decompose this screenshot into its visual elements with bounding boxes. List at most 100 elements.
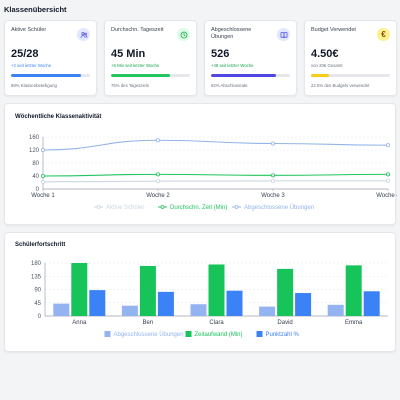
stat-change: +5 Min seit letzter Woche [111, 63, 160, 68]
progress-fill [311, 74, 329, 77]
legend-swatch [256, 331, 263, 337]
legend-swatch [185, 331, 192, 337]
stat-card-budget: Budget Verwendet € 4.50€ von 20€ Gesamt … [304, 20, 397, 96]
data-point [155, 138, 160, 143]
activity-chart-title: Wöchentliche Klassenaktivität [15, 114, 102, 120]
activity-chart-card: Wöchentliche Klassenaktivität 0 40 80 120 16… [4, 103, 397, 225]
bar [139, 265, 156, 316]
book-icon [277, 28, 290, 41]
data-point [41, 174, 46, 179]
progress-chart-card: Schülerfortschritt 0 45 90 135 180 Anna Ben Cla… [4, 232, 396, 352]
y-tick-label: 40 [32, 174, 39, 180]
data-point [385, 178, 390, 183]
x-tick-label: Woche 3 [261, 193, 285, 199]
stat-title: Aktive Schüler [11, 27, 47, 33]
data-point [270, 173, 275, 178]
progress-bar [311, 74, 390, 77]
x-tick-label: David [277, 320, 292, 326]
stat-card-avg-time: Durchschn. Tageszeit 45 Min +5 Min seit … [104, 20, 197, 96]
data-point [270, 141, 275, 146]
legend-label: Punktzahl % [266, 332, 300, 338]
x-tick-label: Clara [209, 320, 224, 326]
stat-footer: 22.5% des Budgets verwendet [311, 83, 370, 88]
data-point [155, 179, 160, 184]
progress-fill [211, 74, 276, 77]
stat-value: 45 Min [111, 48, 146, 60]
stat-value: 526 [211, 48, 230, 60]
data-point [385, 143, 390, 148]
bar [363, 291, 380, 316]
bar [157, 291, 174, 316]
series-line [42, 173, 389, 177]
y-tick-label: 90 [34, 288, 41, 294]
y-tick-label: 45 [34, 301, 41, 307]
y-tick-label: 120 [29, 148, 40, 154]
stat-footer: 75% des Tagesziels [111, 83, 149, 88]
stat-footer: 89% Klassenbeteiligung [11, 83, 57, 88]
y-tick-label: 180 [31, 261, 42, 267]
legend-marker [160, 205, 165, 209]
legend-swatch [104, 331, 111, 337]
stat-title: Durchschn. Tageszeit [111, 27, 164, 33]
stat-change: +48 seit letzter Woche [211, 63, 254, 68]
euro-icon: € [377, 28, 390, 41]
bar [53, 303, 70, 316]
y-tick-label: 160 [29, 135, 40, 141]
series-line [42, 139, 389, 151]
bar [226, 290, 243, 316]
series-line [42, 180, 388, 183]
bar [259, 306, 276, 316]
bar [295, 293, 312, 316]
bar [71, 263, 88, 316]
data-point [41, 179, 46, 184]
legend-label: Durchschn. Zeit (Min) [170, 205, 227, 211]
legend-label: Zeitaufwand (Min) [195, 332, 243, 338]
bar [121, 305, 138, 316]
progress-fill [11, 74, 82, 77]
bar [208, 264, 225, 316]
stat-value: 4.50€ [311, 48, 339, 60]
x-tick-label: Emma [345, 320, 363, 326]
stat-footer: 82% Abschlussrate [211, 83, 248, 88]
y-tick-label: 80 [32, 161, 39, 167]
data-point [385, 172, 390, 177]
y-tick-label: 0 [36, 187, 40, 193]
legend-marker [234, 205, 239, 209]
bar [277, 268, 294, 316]
legend-label: Abgeschlossene Übungen [244, 204, 314, 211]
x-tick-label: Woche 1 [31, 193, 55, 199]
progress-fill [111, 74, 171, 77]
legend-label: Aktive Schüler [106, 205, 144, 211]
users-icon [77, 28, 90, 41]
data-point [41, 148, 46, 153]
stat-card-active-students: Aktive Schüler 25/28 +2 seit letzter Woc… [4, 20, 97, 96]
stat-value: 25/28 [11, 48, 39, 60]
progress-bar [111, 74, 190, 77]
stat-title: Abgeschlossene Übungen [211, 27, 252, 41]
data-point [155, 172, 160, 177]
bar [89, 290, 106, 316]
bar [327, 304, 344, 316]
stat-title: Budget Verwendet [311, 27, 356, 33]
y-tick-label: 135 [31, 274, 42, 280]
page-title: Klassenübersicht [4, 5, 67, 14]
y-tick-label: 0 [38, 314, 42, 320]
stat-card-completed-exercises: Abgeschlossene Übungen 526 +48 seit letz… [204, 20, 297, 96]
progress-bar [11, 74, 90, 77]
x-tick-label: Woche 2 [146, 193, 170, 199]
x-tick-label: Anna [72, 320, 87, 326]
clock-icon [177, 28, 190, 41]
legend-label: Abgeschlossene Übungen [114, 331, 184, 338]
line-chart: 0 40 80 120 160 Woche 1 Woche 2 Woche 3 Woche 4 A… [29, 135, 397, 211]
bar-chart: 0 45 90 135 180 Anna Ben Clara David Emma Abgeschl… [31, 261, 388, 338]
bar [345, 265, 362, 316]
progress-bar [211, 74, 290, 77]
bar [190, 304, 207, 316]
legend-marker [96, 205, 101, 209]
data-point [270, 178, 275, 183]
x-tick-label: Woche 4 [376, 193, 397, 199]
progress-chart-title: Schülerfortschritt [15, 242, 66, 248]
stat-change: von 20€ Gesamt [311, 63, 343, 68]
stat-change: +2 seit letzter Woche [11, 63, 52, 68]
x-tick-label: Ben [143, 320, 154, 326]
